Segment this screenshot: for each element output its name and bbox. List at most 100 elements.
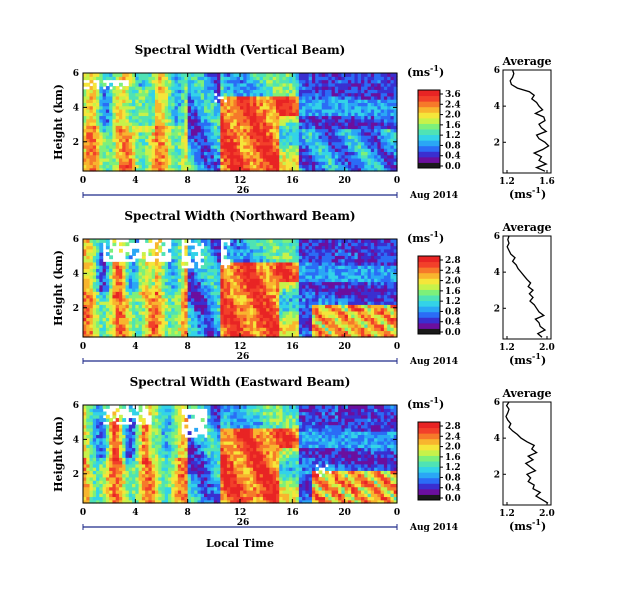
heatmap-cell bbox=[200, 301, 205, 305]
heatmap-cell bbox=[305, 122, 310, 126]
heatmap-cell bbox=[125, 108, 130, 113]
heatmap-cell bbox=[390, 82, 395, 87]
heatmap-cell bbox=[184, 291, 189, 296]
heatmap-cell bbox=[213, 297, 218, 302]
heatmap-cell bbox=[308, 245, 313, 250]
heatmap-cell bbox=[282, 105, 287, 110]
heatmap-cell bbox=[128, 138, 133, 143]
heatmap-cell bbox=[204, 92, 208, 97]
heatmap-cell bbox=[217, 144, 221, 149]
heatmap-cell bbox=[266, 76, 271, 81]
heatmap-cell bbox=[122, 125, 127, 130]
heatmap-cell bbox=[151, 310, 156, 315]
heatmap-cell bbox=[308, 314, 313, 318]
heatmap-cell bbox=[305, 138, 310, 143]
heatmap-cell bbox=[102, 89, 107, 94]
heatmap-cell bbox=[174, 122, 179, 126]
heatmap-cell bbox=[125, 323, 130, 328]
heatmap-cell bbox=[367, 167, 372, 172]
heatmap-cell bbox=[184, 86, 189, 90]
heatmap-cell bbox=[223, 95, 228, 100]
heatmap-cell bbox=[125, 118, 130, 123]
heatmap-cell bbox=[279, 138, 284, 143]
heatmap-cell bbox=[236, 239, 241, 243]
heatmap-cell bbox=[390, 86, 395, 90]
heatmap-cell bbox=[246, 242, 251, 247]
heatmap-cell bbox=[374, 82, 378, 87]
panel-2: Spectral Width (Northward Beam)Height (k… bbox=[52, 209, 555, 367]
heatmap-cell bbox=[253, 154, 257, 159]
heatmap-cell bbox=[177, 284, 182, 289]
heatmap-cell bbox=[230, 112, 235, 117]
heatmap-cell bbox=[197, 105, 202, 110]
heatmap-cell bbox=[285, 79, 290, 84]
heatmap-cell bbox=[302, 297, 307, 302]
heatmap-cell bbox=[207, 271, 212, 276]
heatmap-cell bbox=[282, 320, 287, 325]
heatmap-cell bbox=[282, 261, 287, 266]
heatmap-cell bbox=[377, 128, 382, 133]
heatmap-cell bbox=[383, 131, 388, 136]
heatmap-cell bbox=[226, 154, 231, 159]
heatmap-cell bbox=[174, 118, 179, 123]
heatmap-cell bbox=[370, 79, 375, 84]
heatmap-cell bbox=[151, 284, 156, 289]
heatmap-cell bbox=[138, 76, 143, 81]
heatmap-cell bbox=[321, 131, 326, 136]
heatmap-cell bbox=[118, 288, 123, 292]
heatmap-cell bbox=[226, 141, 231, 146]
heatmap-cell bbox=[357, 95, 362, 100]
heatmap-cell bbox=[112, 294, 117, 299]
heatmap-cell bbox=[174, 144, 179, 149]
heatmap-cell bbox=[210, 258, 215, 263]
heatmap-cell bbox=[331, 105, 336, 110]
heatmap-cell bbox=[174, 239, 179, 243]
heatmap-cell bbox=[112, 89, 117, 94]
heatmap-cell bbox=[393, 131, 398, 136]
heatmap-cell bbox=[305, 271, 310, 276]
heatmap-cell bbox=[318, 161, 323, 166]
heatmap-cell bbox=[380, 112, 385, 117]
heatmap-cell bbox=[223, 271, 228, 276]
heatmap-cell bbox=[311, 327, 316, 332]
heatmap-cell bbox=[259, 148, 264, 152]
heatmap-cell bbox=[315, 330, 320, 335]
heatmap-cell bbox=[141, 164, 146, 169]
heatmap-cell bbox=[289, 281, 293, 286]
heatmap-cell bbox=[305, 95, 310, 100]
heatmap-cell bbox=[204, 115, 208, 120]
heatmap-cell bbox=[289, 291, 293, 296]
heatmap-cell bbox=[226, 278, 231, 283]
heatmap-cell bbox=[220, 265, 225, 269]
heatmap-cell bbox=[298, 151, 303, 156]
heatmap-cell bbox=[102, 327, 107, 332]
heatmap-cell bbox=[118, 271, 123, 276]
heatmap-cell bbox=[148, 327, 153, 332]
heatmap-cell bbox=[256, 164, 261, 169]
heatmap-cell bbox=[233, 297, 238, 302]
heatmap-cell bbox=[220, 79, 225, 84]
heatmap-cell bbox=[105, 154, 110, 159]
heatmap-cell bbox=[393, 128, 398, 133]
heatmap-cell bbox=[89, 281, 94, 286]
heatmap-cell bbox=[145, 115, 150, 120]
heatmap-cell bbox=[210, 274, 215, 279]
heatmap-cell bbox=[128, 320, 133, 325]
heatmap-cell bbox=[357, 135, 362, 139]
heatmap-cell bbox=[390, 161, 395, 166]
heatmap-cell bbox=[226, 128, 231, 133]
heatmap-cell bbox=[174, 92, 179, 97]
heatmap-cell bbox=[135, 291, 140, 296]
heatmap-cell bbox=[102, 151, 107, 156]
heatmap-cell bbox=[168, 278, 172, 283]
heatmap-cell bbox=[217, 148, 221, 152]
heatmap-cell bbox=[112, 118, 117, 123]
heatmap-cell bbox=[132, 112, 136, 117]
heatmap-cell bbox=[370, 86, 375, 90]
heatmap-cell bbox=[370, 131, 375, 136]
heatmap-cell bbox=[177, 261, 182, 266]
heatmap-cell bbox=[171, 268, 176, 273]
heatmap-cell bbox=[266, 92, 271, 97]
heatmap-cell bbox=[367, 108, 372, 113]
heatmap-cell bbox=[259, 294, 264, 299]
